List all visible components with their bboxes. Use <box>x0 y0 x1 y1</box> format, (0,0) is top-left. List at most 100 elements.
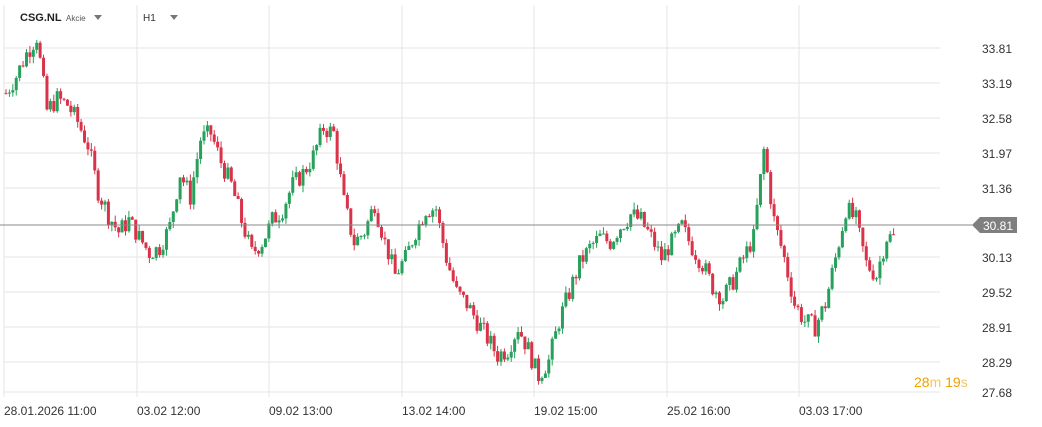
candle-up <box>506 357 510 360</box>
candle-up <box>277 220 281 223</box>
candle-down <box>608 241 612 249</box>
candle-up <box>704 263 708 272</box>
candle-up <box>417 223 421 241</box>
candle-down <box>253 246 257 252</box>
candle-up <box>615 237 619 242</box>
candle-down <box>441 222 445 244</box>
candle-up <box>564 292 568 307</box>
candle-down <box>786 257 790 278</box>
candle-down <box>769 172 773 205</box>
candle-up <box>816 319 820 337</box>
candle-up <box>199 140 203 160</box>
candle-down <box>748 246 752 252</box>
timeframe-selector[interactable]: H1 <box>143 13 156 24</box>
candle-down <box>69 105 73 113</box>
y-tick-label: 31.97 <box>982 147 1012 161</box>
candle-down <box>683 220 687 228</box>
candle-down <box>83 130 87 143</box>
candle-up <box>246 234 250 237</box>
candle-up <box>284 203 288 219</box>
candle-down <box>236 196 240 199</box>
candle-up <box>403 249 407 262</box>
candle-down <box>482 322 486 324</box>
candle-up <box>195 159 199 178</box>
candle-up <box>24 52 28 67</box>
candle-down <box>687 227 691 242</box>
candle-up <box>516 332 520 340</box>
y-tick-label: 28.29 <box>982 356 1012 370</box>
candle-up <box>714 292 718 295</box>
y-tick-label: 28.91 <box>982 321 1012 335</box>
x-tick-label: 03.03 17:00 <box>799 404 863 418</box>
candle-up <box>291 177 295 193</box>
candle-up <box>827 288 831 309</box>
candle-down <box>861 227 865 247</box>
candle-down <box>79 121 83 131</box>
candle-up <box>31 49 35 57</box>
candle-up <box>499 351 503 362</box>
candle-down <box>188 180 192 205</box>
candle-up <box>369 209 373 222</box>
candle-up <box>390 254 394 260</box>
candle-down <box>76 106 80 122</box>
candle-down <box>325 130 329 138</box>
candle-down <box>765 148 769 173</box>
y-tick-label: 30.13 <box>982 251 1012 265</box>
candle-down <box>100 200 104 205</box>
candle-up <box>120 220 124 233</box>
candle-up <box>414 240 418 246</box>
candle-up <box>359 236 363 238</box>
candle-down <box>38 42 42 58</box>
candle-down <box>537 358 541 382</box>
candle-up <box>410 245 414 247</box>
candle-up <box>281 218 285 221</box>
candle-up <box>625 226 629 229</box>
candle-up <box>632 209 636 215</box>
candle-up <box>431 210 435 217</box>
candle-down <box>823 306 827 309</box>
candle-down <box>605 233 609 242</box>
candle-down <box>212 134 216 142</box>
symbol-label[interactable]: CSG.NL <box>20 12 62 24</box>
candle-up <box>834 257 838 268</box>
candle-up <box>888 234 892 242</box>
candle-down <box>257 251 261 254</box>
candle-down <box>89 149 93 151</box>
candle-down <box>567 292 571 299</box>
candle-up <box>489 335 493 344</box>
candle-up <box>878 261 882 279</box>
candle-down <box>52 101 56 112</box>
y-tick-label: 31.36 <box>982 182 1012 196</box>
symbol-dropdown-chevron-icon[interactable] <box>94 15 102 20</box>
candle-up <box>557 328 561 332</box>
candle-up <box>601 233 605 235</box>
candle-countdown: 28m 19s <box>914 374 968 390</box>
candle-up <box>578 255 582 279</box>
candle-down <box>772 204 776 217</box>
candle-up <box>540 377 544 382</box>
candle-down <box>659 246 663 261</box>
candle-down <box>485 323 489 344</box>
candle-up <box>550 338 554 360</box>
candle-up <box>400 261 404 274</box>
timeframe-dropdown-chevron-icon[interactable] <box>170 15 178 20</box>
candle-down <box>158 247 162 255</box>
candle-up <box>318 127 322 146</box>
candle-down <box>393 254 397 274</box>
candle-up <box>175 199 179 212</box>
candle-up <box>407 246 411 250</box>
candle-up <box>738 257 742 272</box>
candle-down <box>458 286 462 292</box>
candle-down <box>707 263 711 274</box>
candle-up <box>875 278 879 280</box>
candle-down <box>813 315 817 337</box>
candle-up <box>513 339 517 352</box>
candle-up <box>639 211 643 219</box>
candle-up <box>328 126 332 138</box>
candle-down <box>892 234 896 236</box>
candle-down <box>86 142 90 150</box>
candle-down <box>666 249 670 256</box>
candle-up <box>14 77 18 91</box>
candle-up <box>680 220 684 224</box>
